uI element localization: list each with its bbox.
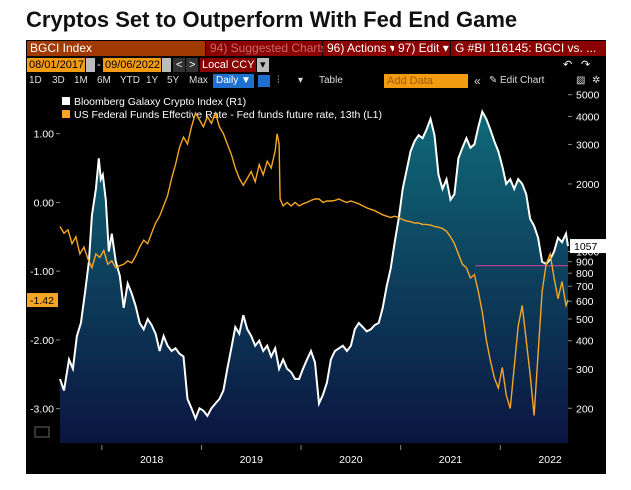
- prev-period-button[interactable]: <: [173, 58, 186, 72]
- next-period-button[interactable]: >: [186, 58, 199, 72]
- command-bar: BGCI Index 94) Suggested Charts 96) Acti…: [26, 40, 606, 57]
- x-tick-label-1: 2018: [140, 454, 164, 466]
- crypto-area: [60, 111, 568, 443]
- line-chart-icon[interactable]: [258, 75, 270, 87]
- undo-icon[interactable]: ↶: [560, 58, 576, 72]
- table-button[interactable]: Table: [319, 75, 343, 86]
- right-tick-label-1: 4000: [576, 111, 600, 123]
- redo-icon[interactable]: ↷: [578, 58, 594, 72]
- right-tick-label-5: 900: [576, 257, 594, 269]
- period-bar: 1D 3D 1M 6M YTD 1Y 5Y Max Daily ▼ ⫶ ▾ Ta…: [26, 74, 606, 89]
- x-tick-label-2: 2019: [240, 454, 264, 466]
- legend-swatch-fed: [62, 110, 70, 118]
- period-3d[interactable]: 3D: [52, 75, 65, 86]
- crypto-last-value-label: 1057: [574, 241, 598, 253]
- crypto-last-value-box: [570, 239, 606, 254]
- left-tick-label-2: -1.00: [30, 266, 54, 278]
- edit-chart-button[interactable]: Edit Chart: [500, 75, 545, 86]
- right-tick-label-0: 5000: [576, 90, 600, 102]
- left-tick-label-1: 0.00: [34, 197, 55, 209]
- security-field[interactable]: BGCI Index: [27, 41, 205, 56]
- x-tick-label-5: 2022: [538, 454, 562, 466]
- fed-last-value-box: [27, 293, 58, 308]
- period-1d[interactable]: 1D: [29, 75, 42, 86]
- period-ytd[interactable]: YTD: [120, 75, 140, 86]
- legend-label-fed: US Federal Funds Effective Rate - Fed fu…: [74, 109, 382, 121]
- right-tick-label-7: 700: [576, 281, 594, 293]
- legend-label-crypto: Bloomberg Galaxy Crypto Index (R1): [74, 96, 247, 108]
- left-tick-label-4: -3.00: [30, 404, 54, 416]
- frequency-select[interactable]: Daily ▼: [213, 74, 254, 88]
- currency-dropdown-icon[interactable]: ▾: [257, 58, 269, 72]
- date-separator: -: [97, 59, 101, 71]
- period-1y[interactable]: 1Y: [146, 75, 159, 86]
- period-1m[interactable]: 1M: [74, 75, 88, 86]
- gear-icon[interactable]: ✲: [592, 75, 601, 86]
- currency-select[interactable]: Local CCY: [200, 58, 256, 72]
- right-tick-label-12: 200: [576, 403, 594, 415]
- chart-id-label[interactable]: G #BI 116145: BGCI vs. ...: [451, 41, 606, 56]
- suggested-charts-button[interactable]: 94) Suggested Charts: [206, 41, 327, 56]
- chart-type-dropdown-icon[interactable]: ▾: [298, 75, 304, 86]
- right-tick-label-10: 400: [576, 336, 594, 348]
- calendar-icon[interactable]: [162, 58, 171, 72]
- right-tick-label-2: 3000: [576, 139, 600, 151]
- add-data-input[interactable]: Add Data: [384, 74, 468, 88]
- page-title: Cryptos Set to Outperform With Fed End G…: [26, 7, 518, 32]
- right-tick-label-11: 300: [576, 364, 594, 376]
- x-tick-label-4: 2021: [439, 454, 463, 466]
- annotate-icon[interactable]: ▨: [576, 75, 586, 86]
- right-tick-label-9: 500: [576, 314, 594, 326]
- zoom-reset-icon: [34, 426, 50, 438]
- chart-legend: Bloomberg Galaxy Crypto Index (R1) US Fe…: [62, 96, 382, 122]
- end-date-input[interactable]: 09/06/2022: [103, 58, 161, 72]
- left-tick-label-0: 1.00: [34, 129, 55, 141]
- date-range-bar: 08/01/2017 - 09/06/2022 < > Local CCY ▾ …: [26, 58, 606, 73]
- crypto-series-line: [59, 109, 569, 422]
- period-6m[interactable]: 6M: [97, 75, 111, 86]
- collapse-button[interactable]: «: [474, 74, 481, 88]
- right-tick-label-8: 600: [576, 296, 594, 308]
- period-max[interactable]: Max: [189, 75, 208, 86]
- start-date-input[interactable]: 08/01/2017: [27, 58, 85, 72]
- legend-swatch-crypto: [62, 97, 70, 105]
- edit-menu[interactable]: 97) Edit ▾: [394, 41, 450, 56]
- period-5y[interactable]: 5Y: [167, 75, 180, 86]
- x-tick-label-3: 2020: [339, 454, 363, 466]
- fed-series-line: [59, 110, 569, 416]
- calendar-icon[interactable]: [86, 58, 95, 72]
- fed-last-value-label: -1.42: [30, 295, 54, 307]
- right-tick-label-3: 2000: [576, 179, 600, 191]
- actions-menu[interactable]: 96) Actions ▾: [323, 41, 396, 56]
- pencil-icon[interactable]: ✎: [489, 75, 498, 86]
- candle-chart-icon[interactable]: ⫶: [277, 75, 280, 86]
- left-tick-label-3: -2.00: [30, 335, 54, 347]
- legend-item-crypto: Bloomberg Galaxy Crypto Index (R1): [62, 96, 382, 109]
- legend-item-fed: US Federal Funds Effective Rate - Fed fu…: [62, 109, 382, 122]
- right-tick-label-6: 800: [576, 268, 594, 280]
